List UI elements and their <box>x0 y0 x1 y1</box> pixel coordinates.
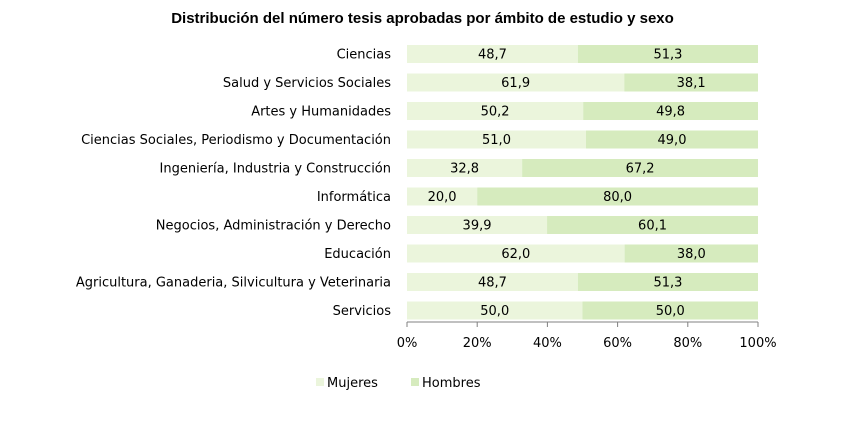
category-label: Educación <box>324 247 391 262</box>
bar-hombres <box>582 301 758 320</box>
data-label: 62,0 <box>501 247 530 262</box>
x-tick-label: 100% <box>739 336 776 351</box>
data-label: 39,9 <box>463 219 492 234</box>
bar-hombres <box>577 273 758 291</box>
data-label: 51,3 <box>653 48 682 63</box>
x-tick-label: 40% <box>533 336 562 351</box>
bar-mujeres <box>407 187 478 206</box>
bar-mujeres <box>407 102 584 120</box>
bar-hombres <box>583 102 758 120</box>
bar-hombres <box>624 73 758 92</box>
x-tick-label: 80% <box>673 336 702 351</box>
category-label: Salud y Servicios Sociales <box>223 76 391 91</box>
data-label: 38,1 <box>677 76 706 91</box>
chart-title: Distribución del número tesis aprobadas … <box>171 10 674 27</box>
category-label: Artes y Humanidades <box>251 105 391 120</box>
data-label: 49,8 <box>656 105 685 120</box>
bar-hombres <box>522 159 758 177</box>
x-tick-label: 60% <box>603 336 632 351</box>
bar-mujeres <box>407 301 583 320</box>
bar-hombres <box>586 130 758 149</box>
data-label: 48,7 <box>478 276 507 291</box>
data-label: 20,0 <box>428 190 457 205</box>
bar-mujeres <box>407 159 523 177</box>
legend-label-hombres: Hombres <box>422 376 481 391</box>
data-label: 50,0 <box>656 304 685 319</box>
bar-mujeres <box>407 244 625 263</box>
data-label: 51,0 <box>482 133 511 148</box>
category-label: Ingeniería, Industria y Construcción <box>160 162 392 177</box>
data-label: 38,0 <box>677 247 706 262</box>
category-label: Servicios <box>333 304 392 319</box>
x-tick-label: 20% <box>463 336 492 351</box>
x-tick-label: 0% <box>397 336 418 351</box>
data-label: 67,2 <box>626 162 655 177</box>
data-label: 51,3 <box>653 276 682 291</box>
bar-mujeres <box>407 130 587 149</box>
bar-hombres <box>577 45 758 63</box>
bar-mujeres <box>407 73 625 92</box>
category-label: Agricultura, Ganaderia, Silvicultura y V… <box>76 276 391 291</box>
bar-hombres <box>624 244 758 263</box>
legend-label-mujeres: Mujeres <box>327 376 378 391</box>
legend-swatch-hombres <box>411 378 419 386</box>
bar-mujeres <box>407 216 548 234</box>
category-label: Ciencias Sociales, Periodismo y Document… <box>81 133 391 148</box>
data-label: 50,2 <box>481 105 510 120</box>
bar-hombres <box>477 187 758 206</box>
data-label: 80,0 <box>603 190 632 205</box>
bar-mujeres <box>407 273 578 291</box>
data-label: 50,0 <box>480 304 509 319</box>
category-label: Ciencias <box>337 48 392 63</box>
category-label: Negocios, Administración y Derecho <box>156 219 391 234</box>
data-label: 61,9 <box>501 76 530 91</box>
data-label: 60,1 <box>638 219 667 234</box>
data-label: 49,0 <box>658 133 687 148</box>
bar-mujeres <box>407 45 578 63</box>
bar-hombres <box>547 216 758 234</box>
category-label: Informática <box>317 190 391 205</box>
data-label: 32,8 <box>450 162 479 177</box>
legend-swatch-mujeres <box>316 378 324 386</box>
data-label: 48,7 <box>478 48 507 63</box>
